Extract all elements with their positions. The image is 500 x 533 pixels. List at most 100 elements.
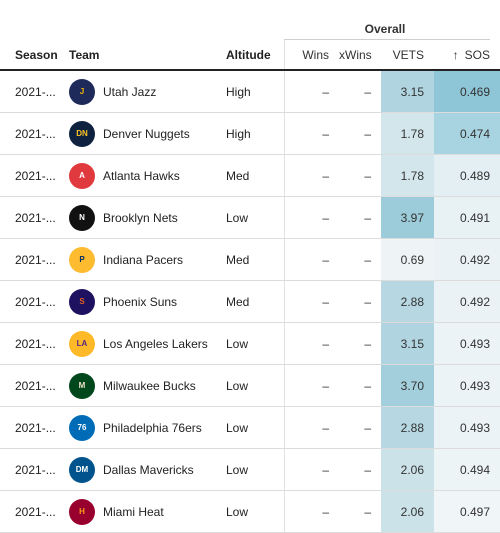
team-name: Dallas Mavericks [103,462,194,477]
column-header-wins[interactable]: Wins [283,40,339,71]
team-name: Brooklyn Nets [103,210,178,225]
team-name: Los Angeles Lakers [103,336,208,351]
season-cell: 2021-... [0,280,69,323]
pacers-logo-icon: P [69,246,95,273]
season-cell: 2021-... [0,112,69,155]
team-cell[interactable]: LA Los Angeles Lakers [69,322,226,365]
table-row[interactable]: 2021-... H Miami Heat Low – –2.06 0.497 [0,490,500,533]
season-cell: 2021-... [0,196,69,239]
team-name: Milwaukee Bucks [103,378,196,393]
table-row[interactable]: 2021-... S Phoenix Suns Med – –2.88 0.492 [0,280,500,323]
team-cell[interactable]: A Atlanta Hawks [69,154,226,197]
vets-cell: 2.06 [381,448,434,491]
season-cell: 2021-... [0,364,69,407]
table-row[interactable]: 2021-... 76 Philadelphia 76ers Low – –2.88 0.4… [0,406,500,449]
lakers-logo-icon: LA [69,330,95,357]
team-name: Denver Nuggets [103,126,190,141]
xwins-cell: – [339,238,381,281]
team-cell[interactable]: H Miami Heat [69,490,226,533]
season-cell: 2021-... [0,238,69,281]
altitude-cell: Low [226,406,284,449]
table-row[interactable]: 2021-... P Indiana Pacers Med – –0.69 0.492 [0,238,500,281]
suns-logo-icon: S [69,288,95,315]
vets-cell: 2.06 [381,490,434,533]
sos-cell: 0.474 [434,112,500,155]
vets-cell: 2.88 [381,280,434,323]
team-cell[interactable]: DM Dallas Mavericks [69,448,226,491]
team-cell[interactable]: S Phoenix Suns [69,280,226,323]
vets-cell: 2.88 [381,406,434,449]
column-header-season[interactable]: Season [0,40,69,71]
sos-header-label: SOS [464,47,490,62]
xwins-cell: – [339,70,381,113]
hawks-logo-icon: A [69,162,95,189]
sort-ascending-icon: ↑ [452,47,459,62]
column-header-xwins[interactable]: xWins [339,40,381,71]
sos-cell: 0.493 [434,406,500,449]
column-header-team[interactable]: Team [69,40,226,71]
wins-cell: – [283,448,339,491]
season-cell: 2021-... [0,448,69,491]
vets-cell: 3.97 [381,196,434,239]
season-cell: 2021-... [0,406,69,449]
wins-cell: – [283,112,339,155]
xwins-cell: – [339,154,381,197]
bucks-logo-icon: M [69,372,95,399]
table-row[interactable]: 2021-... DM Dallas Mavericks Low – –2.06 0.494 [0,448,500,491]
sos-cell: 0.491 [434,196,500,239]
altitude-cell: Low [226,490,284,533]
jazz-logo-icon: J [69,78,95,105]
nets-logo-icon: N [69,204,95,231]
team-cell[interactable]: M Milwaukee Bucks [69,364,226,407]
season-cell: 2021-... [0,490,69,533]
wins-cell: – [283,490,339,533]
altitude-cell: Low [226,448,284,491]
team-name: Phoenix Suns [103,294,178,309]
team-cell[interactable]: J Utah Jazz [69,70,226,113]
season-cell: 2021-... [0,70,69,113]
wins-cell: – [283,406,339,449]
altitude-cell: High [226,70,284,113]
header-row: Season Team Altitude Wins xWins VETS ↑ SO… [0,40,500,71]
team-name: Philadelphia 76ers [103,420,202,435]
wins-cell: – [283,154,339,197]
xwins-cell: – [339,322,381,365]
team-cell[interactable]: N Brooklyn Nets [69,196,226,239]
table-row[interactable]: 2021-... LA Los Angeles Lakers Low – –3.15 0.4… [0,322,500,365]
team-name: Atlanta Hawks [103,168,180,183]
team-cell[interactable]: P Indiana Pacers [69,238,226,281]
sos-cell: 0.469 [434,70,500,113]
sos-cell: 0.497 [434,490,500,533]
wins-cell: – [283,280,339,323]
table-row[interactable]: 2021-... J Utah Jazz High – –3.15 0.469 [0,70,500,113]
sos-cell: 0.493 [434,322,500,365]
group-divider [284,39,490,40]
xwins-cell: – [339,112,381,155]
column-header-vets[interactable]: VETS [381,40,434,71]
wins-cell: – [283,322,339,365]
team-cell[interactable]: 76 Philadelphia 76ers [69,406,226,449]
table-row[interactable]: 2021-... DN Denver Nuggets High – –1.78 0.474 [0,112,500,155]
column-header-sos[interactable]: ↑ SOS [434,40,500,71]
sos-cell: 0.489 [434,154,500,197]
column-group-header: Overall [0,0,500,40]
column-header-altitude[interactable]: Altitude [226,40,284,71]
team-name: Indiana Pacers [103,252,184,267]
altitude-cell: High [226,112,284,155]
team-cell[interactable]: DN Denver Nuggets [69,112,226,155]
sixers-logo-icon: 76 [69,414,95,441]
table-row[interactable]: 2021-... A Atlanta Hawks Med – –1.78 0.489 [0,154,500,197]
vets-cell: 3.15 [381,70,434,113]
sos-cell: 0.492 [434,280,500,323]
table-row[interactable]: 2021-... M Milwaukee Bucks Low – –3.70 0.493 [0,364,500,407]
vets-cell: 3.70 [381,364,434,407]
altitude-cell: Low [226,322,284,365]
xwins-cell: – [339,280,381,323]
altitude-cell: Med [226,280,284,323]
table-row[interactable]: 2021-... N Brooklyn Nets Low – –3.97 0.491 [0,196,500,239]
xwins-cell: – [339,196,381,239]
season-cell: 2021-... [0,154,69,197]
vets-cell: 1.78 [381,112,434,155]
mavericks-logo-icon: DM [69,456,95,483]
